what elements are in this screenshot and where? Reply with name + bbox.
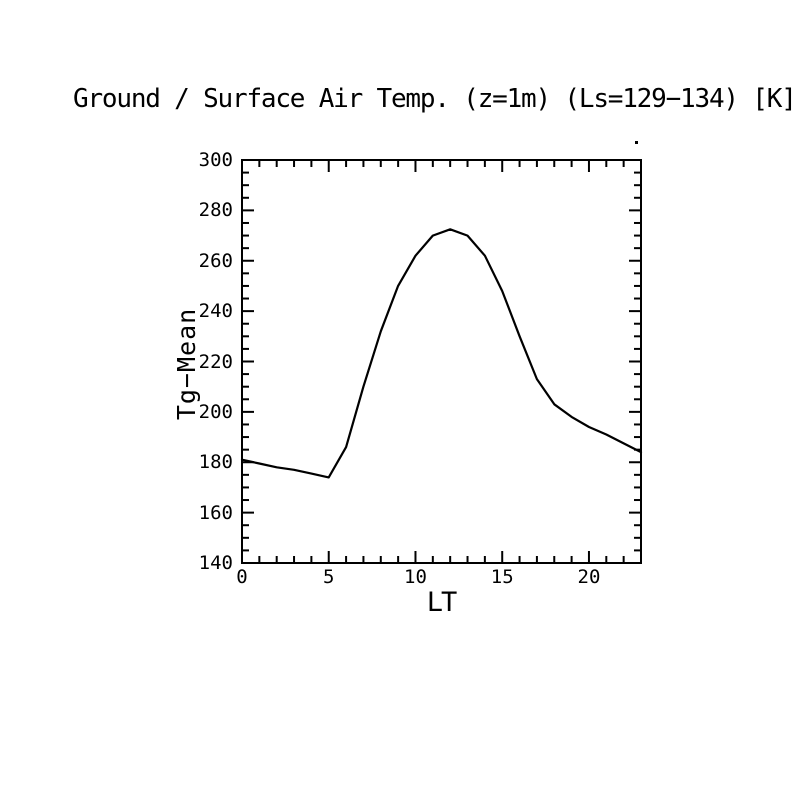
- y-tick-label: 200: [198, 400, 233, 423]
- chart-title: Ground / Surface Air Temp. (z=1m) (Ls=12…: [73, 84, 797, 114]
- y-tick-label: 240: [198, 300, 233, 323]
- x-tick-label: 20: [577, 566, 601, 588]
- y-tick-label: 140: [198, 552, 233, 574]
- temperature-curve: [240, 228, 643, 479]
- y-tick-label: 160: [198, 501, 233, 524]
- y-tick-label: 180: [198, 451, 233, 474]
- x-axis-label: LT: [426, 587, 457, 618]
- y-tick-label: 220: [198, 350, 233, 373]
- axes-box: [241, 159, 642, 564]
- x-tick-label: 0: [236, 566, 248, 588]
- y-axis-label: Tg−Mean: [172, 307, 201, 421]
- y-tick-label: 280: [198, 199, 233, 222]
- x-tick-label: 15: [490, 566, 514, 588]
- y-tick-label: 260: [198, 249, 233, 272]
- stray-dot: [635, 141, 638, 144]
- y-tick-label: 300: [198, 149, 233, 171]
- x-tick-label: 5: [323, 566, 335, 588]
- x-tick-label: 10: [404, 566, 427, 588]
